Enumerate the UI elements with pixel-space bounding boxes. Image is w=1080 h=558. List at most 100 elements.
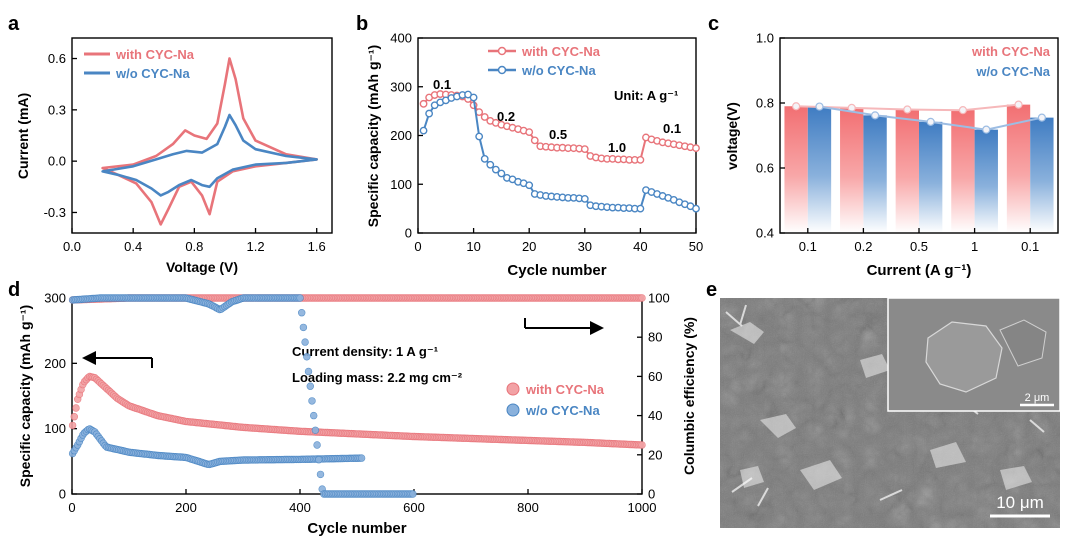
rate-point-without — [486, 160, 495, 169]
x-tick-label: 400 — [289, 500, 311, 515]
legend-marker-with — [506, 382, 520, 396]
y-tick-label: 100 — [390, 177, 412, 192]
x-tick-label: 30 — [578, 239, 592, 254]
y2-tick-label: 100 — [648, 291, 670, 306]
without-ce-point — [313, 441, 321, 449]
rate-point-with — [530, 136, 539, 145]
bar-without — [919, 121, 943, 233]
with-capacity-point — [72, 404, 80, 412]
x-tick-label: 0.1 — [1021, 239, 1039, 254]
cv-curve-without — [101, 113, 318, 197]
panel-a-legend: with CYC-Na w/o CYC-Na — [84, 47, 195, 81]
panel-a-letter: a — [8, 13, 20, 35]
x-tick-label: 0 — [68, 500, 75, 515]
note-loading-mass: Loading mass: 2.2 mg cm⁻² — [292, 370, 463, 385]
x-tick-label: 0.1 — [799, 239, 817, 254]
panel-d-legend: with CYC-Na w/o CYC-Na — [506, 382, 605, 418]
bar-with — [840, 107, 864, 233]
y-tick-label: 0 — [59, 487, 66, 502]
rate-point-without — [480, 154, 489, 163]
without-ce-point — [303, 353, 311, 361]
without-ce-point — [301, 338, 309, 346]
y2-tick-label: 80 — [648, 330, 662, 345]
with-capacity-point — [68, 421, 77, 430]
panel-c-ylabel: voltage(V) — [724, 102, 740, 170]
rate-point-without — [425, 109, 434, 118]
x-tick-label: 0 — [414, 239, 421, 254]
bar-with — [784, 106, 808, 233]
x-tick-label: 600 — [403, 500, 425, 515]
x-tick-label: 0.4 — [124, 239, 142, 254]
panel-b-ylabel: Specific capacity (mAh g⁻¹) — [365, 45, 381, 227]
panel-d-letter: d — [8, 279, 20, 301]
y-tick-label: 0.4 — [756, 226, 774, 241]
without-ce-point — [296, 294, 304, 302]
x-tick-label: 0.5 — [910, 239, 928, 254]
without-ce-point — [409, 490, 417, 498]
rate-point-with — [419, 99, 428, 108]
rate-label-5: 0.1 — [663, 121, 681, 136]
sem-image: 10 μm 2 μm 10 μm — [720, 297, 1061, 528]
panel-a: a 0.0 0.4 0.8 1.2 1.6 -0.3 0.0 0.3 0.6 Voltage (… — [8, 13, 333, 275]
rate-point-without — [636, 204, 645, 213]
x-tick-label: 1.6 — [308, 239, 326, 254]
legend-marker-with — [497, 46, 507, 56]
y-tick-label: 0.6 — [756, 161, 774, 176]
rate-point-without — [525, 181, 534, 190]
panel-b-legend: with CYC-Na w/o CYC-Na — [488, 44, 601, 78]
panel-d-xlabel: Cycle number — [307, 520, 406, 537]
panel-e-letter: e — [706, 279, 717, 301]
without-ce-point — [306, 382, 314, 390]
without-ce-point — [304, 367, 313, 376]
y2-tick-label: 60 — [648, 369, 662, 384]
cv-curve-with — [101, 57, 318, 226]
panel-c-letter: c — [708, 13, 719, 35]
y2-tick-label: 40 — [648, 408, 662, 423]
legend-with-label: with CYC-Na — [971, 44, 1051, 59]
trend-point-with — [903, 105, 912, 114]
legend-marker-without — [506, 403, 520, 417]
right-axis-arrow — [524, 318, 604, 335]
without-ce-point — [308, 397, 316, 405]
without-capacity-point — [357, 454, 366, 462]
without-ce-point — [311, 426, 320, 434]
without-ce-point — [310, 411, 318, 420]
x-tick-label: 10 — [466, 239, 480, 254]
panel-d-y2label: Columbic efficiency (%) — [681, 317, 697, 475]
y2-tick-label: 20 — [648, 447, 662, 462]
bar-without — [1030, 117, 1054, 233]
legend-without-label: w/o CYC-Na — [115, 66, 190, 81]
rate-label-1: 0.1 — [433, 77, 451, 92]
x-tick-label: 1.2 — [246, 239, 264, 254]
x-tick-label: 800 — [517, 500, 539, 515]
inset-scale-label-text: 2 μm — [1025, 392, 1050, 404]
legend-without-label: w/o CYC-Na — [521, 63, 596, 78]
panel-a-xlabel: Voltage (V) — [166, 259, 238, 275]
x-tick-label: 20 — [522, 239, 536, 254]
trend-point-without — [982, 125, 991, 134]
panel-d: d 0 200 400 600 800 1000010020030002040608010… — [8, 279, 697, 537]
bar-with — [895, 109, 919, 233]
y-tick-label: 300 — [44, 291, 66, 306]
y-tick-label: 1.0 — [756, 31, 774, 46]
panel-a-ylabel: Current (mA) — [15, 93, 31, 179]
trend-point-without — [1037, 113, 1046, 122]
y-tick-label: -0.3 — [44, 205, 66, 220]
rate-point-with — [636, 155, 645, 164]
rate-label-4: 1.0 — [608, 140, 626, 155]
trend-point-with — [958, 106, 968, 115]
rate-point-with — [580, 145, 589, 154]
y-tick-label: 200 — [390, 128, 412, 143]
x-tick-label: 50 — [689, 239, 703, 254]
rate-label-2: 0.2 — [497, 109, 515, 124]
rate-point-without — [692, 204, 700, 213]
rate-point-with — [525, 128, 534, 136]
panel-b-letter: b — [356, 13, 368, 35]
panel-c: c 0.1 0.2 0.5 1 0.1 0.4 0.6 0.8 1.0 Current (A g… — [708, 13, 1059, 279]
bar-without — [974, 129, 998, 233]
legend-with-label: with CYC-Na — [115, 47, 195, 62]
y-tick-label: 0.8 — [756, 96, 774, 111]
y-tick-label: 0.0 — [48, 154, 66, 169]
